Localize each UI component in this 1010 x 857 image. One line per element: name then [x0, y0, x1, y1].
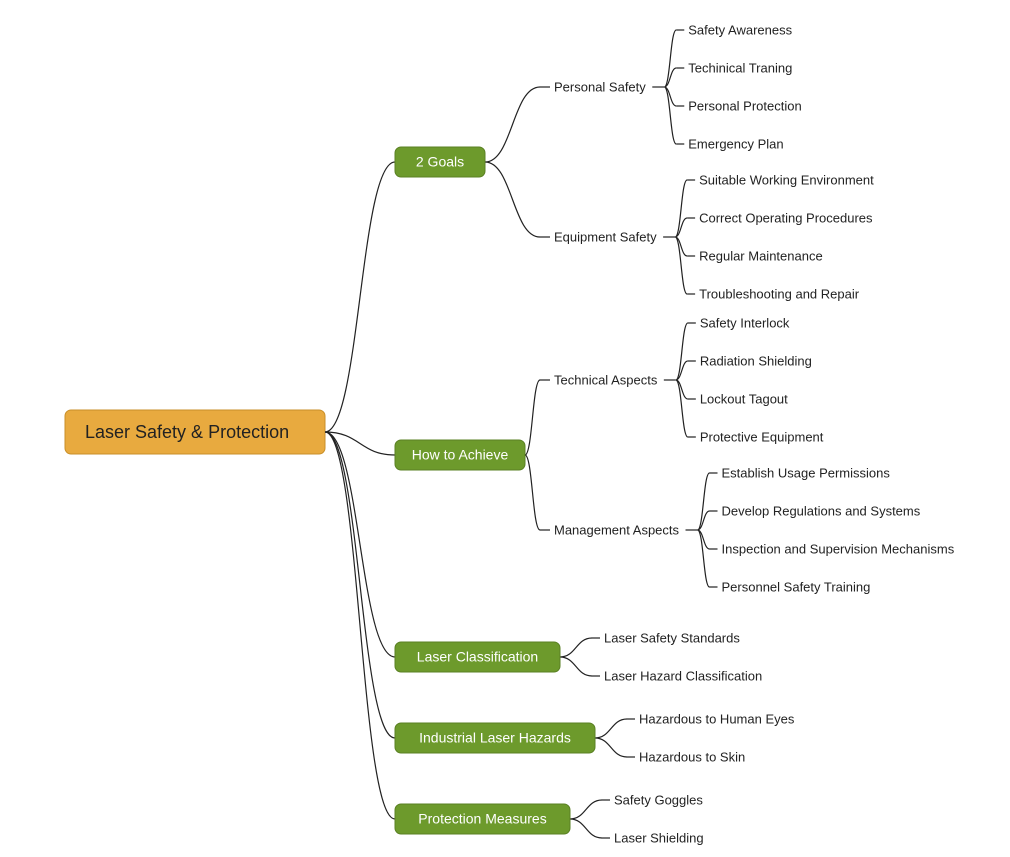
leaf-label: Develop Regulations and Systems	[722, 503, 921, 518]
mid-label: Equipment Safety	[554, 229, 657, 244]
branch-label-class: Laser Classification	[417, 649, 538, 665]
mid-label: Personal Safety	[554, 79, 646, 94]
edge-bracket	[570, 800, 602, 838]
edge-bracket	[595, 719, 627, 757]
leaf-label: Lockout Tagout	[700, 391, 788, 406]
leaf-label: Safety Awareness	[688, 22, 792, 37]
leaf-label: Safety Goggles	[614, 792, 703, 807]
leaf-label: Establish Usage Permissions	[722, 465, 891, 480]
leaf-label: Laser Shielding	[614, 830, 704, 845]
edge-root-goals	[325, 162, 395, 432]
leaf-label: Personal Protection	[688, 98, 801, 113]
edge-goals-mid0	[485, 87, 540, 162]
leaf-label: Protective Equipment	[700, 429, 824, 444]
edge-bracket	[676, 323, 688, 437]
leaf-label: Hazardous to Skin	[639, 749, 745, 764]
leaf-label: Laser Hazard Classification	[604, 668, 762, 683]
leaf-label: Suitable Working Environment	[699, 172, 874, 187]
leaf-label: Hazardous to Human Eyes	[639, 711, 795, 726]
edge-root-measures	[325, 432, 395, 819]
mid-label: Technical Aspects	[554, 372, 658, 387]
leaf-label: Personnel Safety Training	[722, 579, 871, 594]
edge-achieve-mid0	[525, 380, 540, 455]
branch-label-goals: 2 Goals	[416, 154, 464, 170]
leaf-label: Laser Safety Standards	[604, 630, 740, 645]
leaf-label: Inspection and Supervision Mechanisms	[722, 541, 955, 556]
edge-bracket	[664, 30, 676, 144]
branch-label-achieve: How to Achieve	[412, 447, 509, 463]
edge-bracket	[675, 180, 687, 294]
leaf-label: Regular Maintenance	[699, 248, 823, 263]
mindmap-canvas: Laser Safety & Protection 2 Goals Personal…	[0, 0, 1010, 857]
leaf-label: Safety Interlock	[700, 315, 790, 330]
nodes: 2 Goals Personal Safety Safety Awareness Te…	[395, 22, 955, 845]
branch-label-measures: Protection Measures	[418, 811, 546, 827]
edge-bracket	[560, 638, 592, 676]
leaf-label: Radiation Shielding	[700, 353, 812, 368]
leaf-label: Emergency Plan	[688, 136, 783, 151]
edge-root-hazards	[325, 432, 395, 738]
edge-achieve-mid1	[525, 455, 540, 530]
branch-label-hazards: Industrial Laser Hazards	[419, 730, 571, 746]
leaf-label: Techinical Traning	[688, 60, 792, 75]
leaf-label: Correct Operating Procedures	[699, 210, 873, 225]
root-label: Laser Safety & Protection	[85, 422, 289, 442]
mid-label: Management Aspects	[554, 522, 680, 537]
edge-bracket	[698, 473, 710, 587]
edge-goals-mid1	[485, 162, 540, 237]
leaf-label: Troubleshooting and Repair	[699, 286, 860, 301]
